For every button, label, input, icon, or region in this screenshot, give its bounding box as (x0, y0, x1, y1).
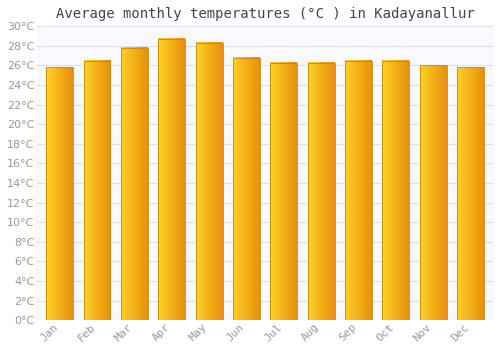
Bar (382, 61, 409, 320)
Bar (46, 68, 73, 320)
Bar (196, 43, 222, 320)
Bar (345, 61, 372, 320)
Bar (457, 68, 484, 320)
Bar (420, 65, 446, 320)
Title: Average monthly temperatures (°C ) in Kadayanallur: Average monthly temperatures (°C ) in Ka… (56, 7, 474, 21)
Bar (121, 48, 148, 320)
Bar (308, 63, 334, 320)
Bar (233, 58, 260, 320)
Bar (270, 63, 297, 320)
Bar (158, 39, 185, 320)
Bar (84, 61, 110, 320)
